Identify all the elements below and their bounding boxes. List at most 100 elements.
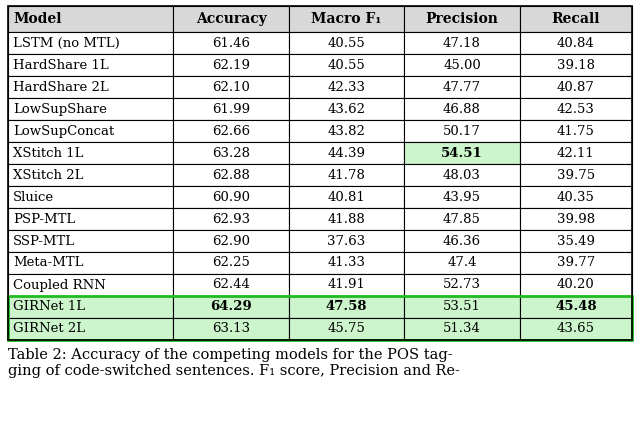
Bar [8,32,173,54]
Bar [404,32,520,54]
Text: 39.77: 39.77 [557,257,595,269]
Bar [173,186,289,208]
Text: 41.75: 41.75 [557,125,595,137]
Bar [404,120,520,142]
Text: 46.88: 46.88 [443,103,481,116]
Text: Model: Model [13,12,61,26]
Text: 43.95: 43.95 [443,191,481,203]
Bar [404,230,520,252]
Text: 40.55: 40.55 [328,59,365,72]
Bar [173,142,289,164]
Text: Sluice: Sluice [13,191,54,203]
Bar [520,252,632,274]
Text: 43.65: 43.65 [557,323,595,335]
Bar [289,208,404,230]
Text: 48.03: 48.03 [443,169,481,181]
Text: 62.88: 62.88 [212,169,250,181]
Bar [8,296,632,340]
Bar [289,274,404,296]
Text: 64.29: 64.29 [210,301,252,313]
Text: 63.13: 63.13 [212,323,250,335]
Bar [8,186,173,208]
Bar [520,6,632,32]
Text: 41.91: 41.91 [328,279,365,291]
Text: 40.81: 40.81 [328,191,365,203]
Text: 53.51: 53.51 [443,301,481,313]
Bar [289,76,404,98]
Text: 43.62: 43.62 [328,103,365,116]
Bar [520,76,632,98]
Text: 41.88: 41.88 [328,213,365,225]
Bar [8,296,173,318]
Bar [520,142,632,164]
Text: LowSupConcat: LowSupConcat [13,125,115,137]
Bar [173,6,289,32]
Text: 40.55: 40.55 [328,37,365,50]
Text: 52.73: 52.73 [443,279,481,291]
Bar [289,54,404,76]
Text: 60.90: 60.90 [212,191,250,203]
Text: Coupled RNN: Coupled RNN [13,279,106,291]
Bar [8,6,632,340]
Bar [404,76,520,98]
Bar [289,120,404,142]
Bar [289,252,404,274]
Bar [8,98,173,120]
Bar [8,274,173,296]
Bar [8,142,173,164]
Bar [404,6,520,32]
Bar [289,32,404,54]
Text: 63.28: 63.28 [212,147,250,160]
Text: 50.17: 50.17 [443,125,481,137]
Text: 62.10: 62.10 [212,81,250,94]
Bar [289,142,404,164]
Text: LSTM (no MTL): LSTM (no MTL) [13,37,120,50]
Text: GIRNet 2L: GIRNet 2L [13,323,85,335]
Bar [520,208,632,230]
Text: 47.58: 47.58 [326,301,367,313]
Text: 39.75: 39.75 [557,169,595,181]
Bar [520,230,632,252]
Bar [520,54,632,76]
Bar [173,208,289,230]
Bar [173,252,289,274]
Bar [8,230,173,252]
Bar [520,296,632,318]
Bar [173,120,289,142]
Text: 62.90: 62.90 [212,235,250,247]
Text: 40.87: 40.87 [557,81,595,94]
Bar [289,98,404,120]
Bar [289,296,404,318]
Text: 42.53: 42.53 [557,103,595,116]
Bar [8,252,173,274]
Text: HardShare 1L: HardShare 1L [13,59,109,72]
Text: 62.93: 62.93 [212,213,250,225]
Bar [404,98,520,120]
Text: 51.34: 51.34 [443,323,481,335]
Bar [520,164,632,186]
Text: 42.11: 42.11 [557,147,595,160]
Bar [173,76,289,98]
Text: 40.84: 40.84 [557,37,595,50]
Bar [173,230,289,252]
Text: 54.51: 54.51 [441,147,483,160]
Bar [8,318,173,340]
Text: 62.25: 62.25 [212,257,250,269]
Bar [404,208,520,230]
Bar [520,186,632,208]
Bar [8,76,173,98]
Bar [404,296,520,318]
Text: 39.18: 39.18 [557,59,595,72]
Text: 62.44: 62.44 [212,279,250,291]
Text: Precision: Precision [426,12,499,26]
Bar [289,164,404,186]
Text: 40.20: 40.20 [557,279,595,291]
Bar [289,318,404,340]
Bar [404,142,520,164]
Text: Accuracy: Accuracy [196,12,266,26]
Text: Macro F₁: Macro F₁ [311,12,381,26]
Text: 45.75: 45.75 [328,323,365,335]
Bar [520,318,632,340]
Text: 39.98: 39.98 [557,213,595,225]
Text: Recall: Recall [552,12,600,26]
